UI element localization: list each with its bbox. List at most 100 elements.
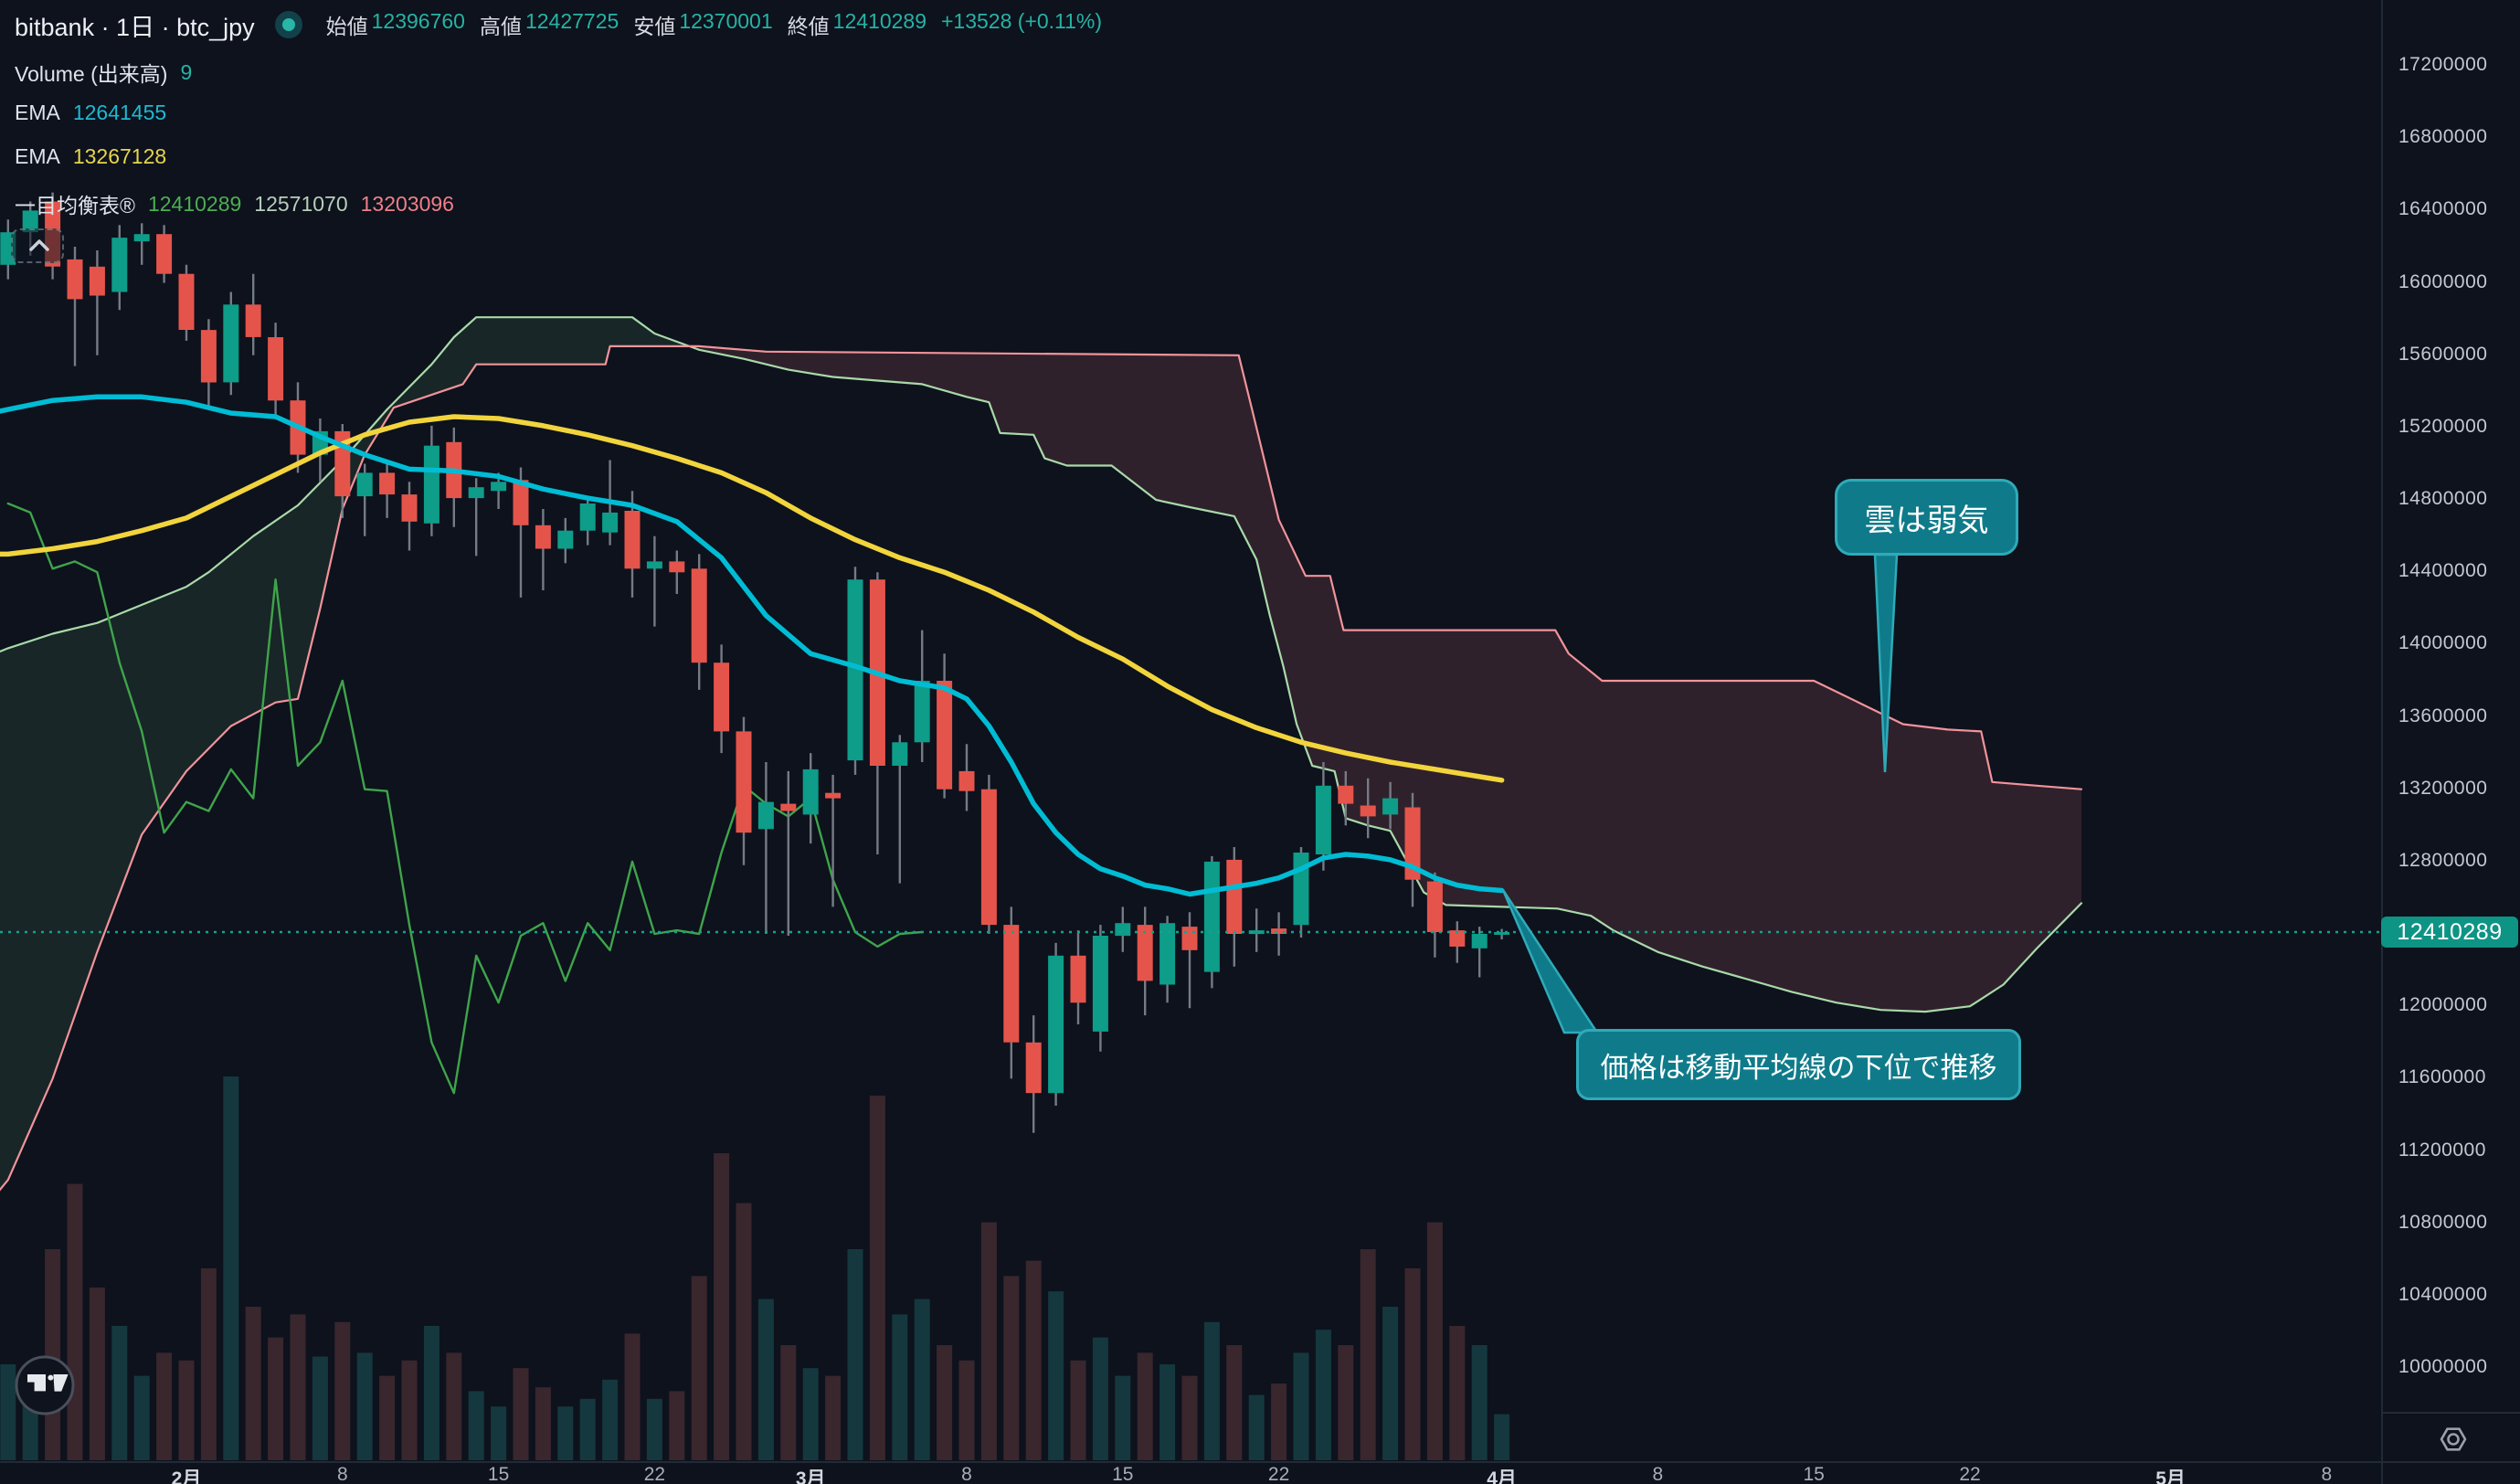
price-axis-label: 11200000 bbox=[2398, 1139, 2486, 1161]
volume-bar bbox=[1449, 1326, 1466, 1460]
legend-ema-slow-row: EMA 13267128 bbox=[15, 144, 166, 169]
volume-bar bbox=[1092, 1337, 1108, 1460]
volume-bar bbox=[869, 1096, 885, 1460]
time-axis-label: 15 bbox=[1112, 1464, 1134, 1484]
volume-bar bbox=[1494, 1414, 1510, 1460]
candle-down bbox=[67, 259, 83, 300]
open-value: 12396760 bbox=[371, 9, 465, 33]
symbol-title[interactable]: bitbank · 1日 · btc_jpy bbox=[15, 13, 255, 41]
volume-bar bbox=[847, 1249, 863, 1460]
volume-bar bbox=[1293, 1352, 1309, 1460]
volume-bar bbox=[290, 1314, 306, 1460]
volume-bar bbox=[1159, 1364, 1176, 1460]
volume-bar bbox=[1271, 1383, 1287, 1460]
volume-bar bbox=[691, 1276, 707, 1460]
volume-indicator-label[interactable]: Volume (出来高) bbox=[15, 62, 168, 86]
ohlc-row: 始値 12396760 高値 12427725 安値 12370001 終値 12410… bbox=[326, 9, 1102, 40]
status-dot-icon[interactable] bbox=[274, 11, 302, 38]
price-axis-label: 10400000 bbox=[2398, 1283, 2488, 1305]
volume-bar bbox=[312, 1356, 328, 1460]
volume-bar bbox=[557, 1406, 574, 1460]
ichimoku-value-1: 12410289 bbox=[147, 191, 242, 216]
time-axis-label: 3月 bbox=[795, 1468, 826, 1484]
candle-up bbox=[423, 445, 439, 524]
volume-bar bbox=[423, 1326, 439, 1460]
price-axis-label: 16800000 bbox=[2398, 126, 2488, 148]
candle-down bbox=[535, 525, 551, 549]
volume-bar bbox=[45, 1249, 61, 1460]
ema-fast-value: 12641455 bbox=[72, 101, 167, 124]
candle-up bbox=[1382, 798, 1399, 815]
candle-up bbox=[579, 504, 596, 531]
volume-bar bbox=[780, 1345, 797, 1460]
gear-icon bbox=[2440, 1427, 2467, 1451]
candle-down bbox=[714, 662, 730, 732]
candle-down bbox=[1181, 927, 1198, 950]
legend-ema-fast-row: EMA 12641455 bbox=[15, 101, 166, 125]
price-axis-label: 10800000 bbox=[2398, 1211, 2488, 1233]
volume-bar bbox=[1226, 1345, 1243, 1460]
volume-bar bbox=[892, 1314, 908, 1460]
candle-up bbox=[1471, 934, 1488, 949]
candle-bodies bbox=[0, 201, 1510, 1094]
candle-up bbox=[892, 742, 908, 766]
candle-down bbox=[245, 304, 261, 337]
price-axis-label: 12800000 bbox=[2398, 849, 2488, 871]
volume-bar bbox=[67, 1183, 83, 1460]
low-value: 12370001 bbox=[679, 9, 773, 33]
candle-down bbox=[1137, 925, 1153, 981]
high-label: 高値 bbox=[479, 15, 522, 38]
volume-bar bbox=[111, 1326, 128, 1460]
volume-bars bbox=[0, 1076, 1510, 1460]
senkou-span-a-line bbox=[0, 316, 2083, 1013]
volume-bar bbox=[714, 1153, 730, 1460]
volume-bar bbox=[1003, 1276, 1020, 1460]
ichimoku-label[interactable]: 一目均衡表® bbox=[15, 194, 135, 217]
price-axis-label: 12000000 bbox=[2398, 994, 2488, 1016]
candle-down bbox=[1449, 930, 1466, 947]
price-axis-label: 11600000 bbox=[2398, 1066, 2486, 1088]
candle-down bbox=[736, 731, 752, 833]
volume-bar bbox=[624, 1333, 641, 1460]
volume-bar bbox=[1181, 1375, 1198, 1460]
tradingview-logo-icon bbox=[15, 1355, 75, 1415]
candle-up bbox=[1248, 930, 1265, 935]
candle-up bbox=[757, 801, 774, 830]
collapse-pane-button[interactable] bbox=[11, 228, 64, 263]
volume-bar bbox=[468, 1391, 484, 1460]
time-axis-label: 15 bbox=[487, 1464, 510, 1484]
candle-down bbox=[1404, 807, 1421, 880]
volume-bar bbox=[1382, 1307, 1399, 1460]
volume-bar bbox=[178, 1360, 195, 1460]
volume-indicator-value: 9 bbox=[180, 59, 193, 84]
volume-bar bbox=[1404, 1268, 1421, 1460]
candle-down bbox=[937, 681, 953, 790]
volume-bar bbox=[980, 1222, 997, 1460]
candle-down bbox=[89, 266, 105, 296]
volume-bar bbox=[1115, 1375, 1131, 1460]
volume-bar bbox=[958, 1360, 975, 1460]
price-scale-settings-button[interactable] bbox=[2432, 1420, 2474, 1463]
ema-slow-label[interactable]: EMA bbox=[15, 144, 60, 168]
ema-slow-value: 13267128 bbox=[72, 144, 167, 168]
time-axis-label: 5月 bbox=[2155, 1468, 2186, 1484]
volume-bar bbox=[379, 1375, 396, 1460]
candle-down bbox=[156, 234, 173, 274]
volume-bar bbox=[1360, 1249, 1376, 1460]
price-axis-label: 14400000 bbox=[2398, 560, 2488, 582]
candle-up bbox=[1159, 923, 1176, 985]
volume-bar bbox=[669, 1391, 685, 1460]
time-axis-label: 15 bbox=[1803, 1464, 1825, 1484]
candle-up bbox=[356, 472, 373, 497]
legend-volume-row: Volume (出来高) 9 bbox=[15, 57, 192, 88]
candle-down bbox=[1426, 881, 1443, 932]
ema-fast-label[interactable]: EMA bbox=[15, 101, 60, 124]
price-below-ma-callout[interactable]: 価格は移動平均線の下位で推移 bbox=[1576, 1029, 2021, 1100]
cloud-bearish-callout[interactable]: 雲は弱気 bbox=[1835, 479, 2018, 556]
candle-down bbox=[958, 770, 975, 791]
candle-up bbox=[111, 238, 128, 292]
candle-up bbox=[914, 681, 930, 743]
